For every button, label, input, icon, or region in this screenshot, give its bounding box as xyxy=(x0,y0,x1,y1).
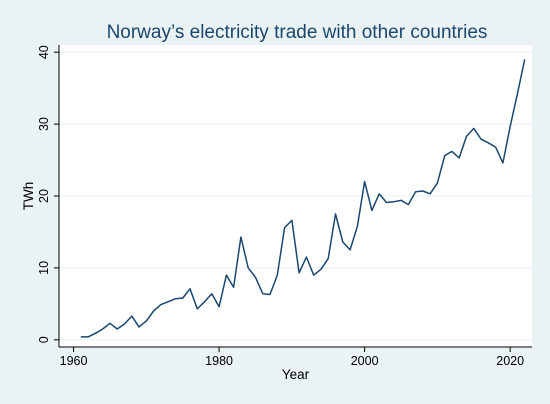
chart-title: Norway’s electricity trade with other co… xyxy=(107,22,488,43)
y-tick-label: 20 xyxy=(37,189,51,203)
y-tick-label: 10 xyxy=(37,261,51,275)
x-tick-label: 1960 xyxy=(60,354,88,368)
grid-lines xyxy=(59,51,532,341)
y-tick-label: 0 xyxy=(37,336,51,343)
series-line xyxy=(80,59,526,338)
y-tick-label: 40 xyxy=(37,45,51,59)
x-axis: 1960 1980 2000 2020 xyxy=(59,346,532,368)
y-axis: 0 10 20 30 40 xyxy=(37,45,60,347)
series-layer xyxy=(80,59,526,338)
x-tick-label: 1980 xyxy=(205,354,233,368)
x-axis-title: Year xyxy=(282,367,310,382)
x-tick-label: 2020 xyxy=(496,354,524,368)
x-tick-label: 2000 xyxy=(351,354,379,368)
y-tick-label: 30 xyxy=(37,117,51,131)
y-axis-title: TWh xyxy=(21,182,36,211)
